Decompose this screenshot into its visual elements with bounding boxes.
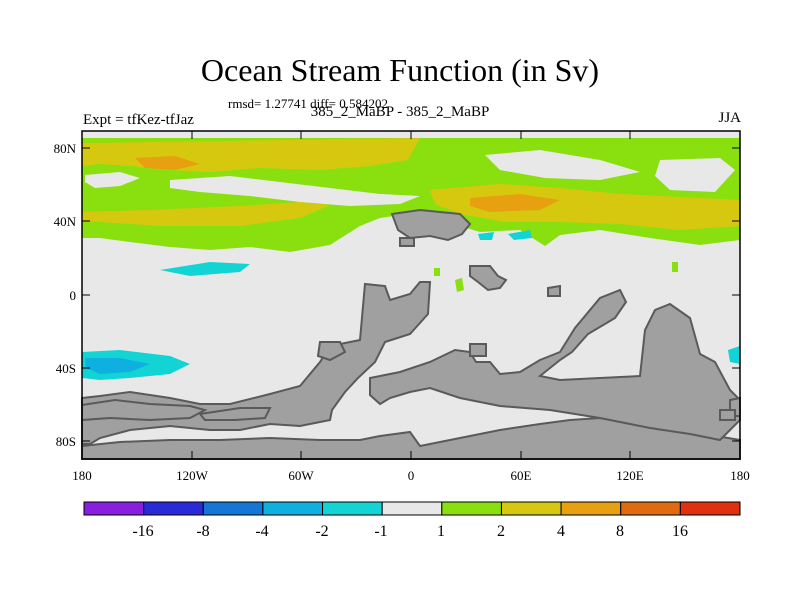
negative-mid-contour	[85, 358, 150, 374]
positive-high-contour	[135, 156, 200, 170]
plot-title: Ocean Stream Function (in Sv)	[200, 52, 600, 88]
negative-contour	[160, 262, 250, 276]
experiment-label: Expt = tfKez-tfJaz	[83, 112, 194, 128]
positive-contour	[455, 278, 464, 292]
near-zero-pocket	[485, 150, 640, 180]
y-tick-label: 80N	[54, 141, 77, 156]
colorbar-swatch	[381, 501, 443, 516]
colorbar-label: 8	[616, 523, 624, 540]
positive-contour	[672, 262, 678, 272]
y-tick-label: 0	[70, 288, 77, 303]
case-label: 385_2_MaBP - 385_2_MaBP	[310, 104, 490, 120]
x-tick-label: 60W	[288, 468, 314, 483]
colorbar-label: -16	[132, 523, 153, 540]
x-tick-label: 120E	[616, 468, 644, 483]
colorbar-label: -8	[196, 523, 209, 540]
season-label: JJA	[718, 110, 741, 126]
colorbar-swatch	[143, 501, 204, 516]
colorbar	[83, 501, 741, 516]
y-axis	[82, 147, 740, 442]
colorbar-swatch	[262, 501, 324, 516]
negative-contour	[728, 346, 740, 364]
colorbar-swatch	[500, 501, 562, 516]
colorbar-swatch	[322, 501, 383, 516]
colorbar-label: 4	[557, 523, 565, 540]
x-tick-label: 180	[72, 468, 92, 483]
land-mask	[81, 208, 741, 460]
colorbar-label: -4	[255, 523, 268, 540]
x-axis	[81, 131, 741, 459]
colorbar-label: 16	[672, 523, 688, 540]
colorbar-swatch	[679, 501, 741, 516]
near-zero-pocket	[655, 158, 735, 192]
x-tick-label: 180	[730, 468, 750, 483]
colorbar-label: -2	[315, 523, 328, 540]
colorbar-label: -1	[374, 523, 387, 540]
colorbar-swatch	[560, 501, 622, 516]
y-tick-label: 40N	[54, 214, 77, 229]
y-tick-label: 80S	[56, 434, 76, 449]
colorbar-swatch	[441, 501, 502, 516]
x-tick-label: 60E	[511, 468, 532, 483]
y-tick-label: 40S	[56, 361, 76, 376]
stats-text: rmsd= 1.27741 diff= 0.584202	[228, 96, 388, 111]
colorbar-swatch	[620, 501, 681, 516]
positive-mid-contour	[82, 202, 330, 226]
positive-contour	[434, 268, 440, 276]
colorbar-swatch	[83, 501, 145, 516]
x-tick-label: 120W	[176, 468, 209, 483]
positive-high-contour	[470, 194, 560, 212]
negative-contour	[508, 230, 532, 240]
near-zero-pocket	[85, 172, 140, 188]
x-tick-label: 0	[408, 468, 415, 483]
colorbar-swatch	[202, 501, 264, 516]
colorbar-label: 2	[497, 523, 505, 540]
negative-contour	[478, 232, 494, 240]
near-zero-pocket	[170, 176, 420, 206]
colorbar-label: 1	[437, 523, 445, 540]
